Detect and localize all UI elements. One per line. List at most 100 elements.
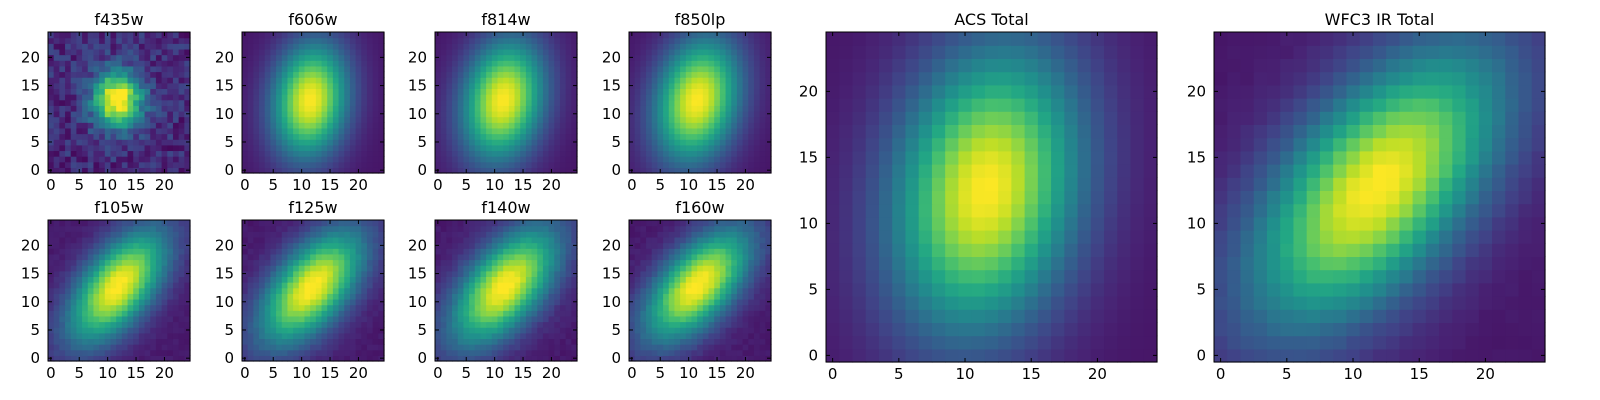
heatmap-cell xyxy=(559,139,567,146)
heatmap-cell xyxy=(332,65,340,73)
y-tick-label: 5 xyxy=(417,133,427,151)
heatmap-cell xyxy=(503,116,510,123)
heatmap-cell xyxy=(65,338,72,345)
heatmap-cell xyxy=(497,82,504,89)
heatmap-cell xyxy=(155,338,163,345)
heatmap-cell xyxy=(719,105,727,112)
heatmap-cell xyxy=(82,327,89,334)
heatmap-cell xyxy=(121,167,129,174)
heatmap-cell xyxy=(520,282,527,289)
heatmap-cell xyxy=(525,88,533,95)
heatmap-cell xyxy=(736,105,744,112)
heatmap-cell xyxy=(474,110,482,118)
heatmap-cell xyxy=(366,161,374,168)
heatmap-cell xyxy=(446,349,453,356)
heatmap-cell xyxy=(372,315,379,323)
heatmap-cell xyxy=(629,276,636,283)
heatmap-cell xyxy=(497,48,504,56)
heatmap-cell xyxy=(161,270,168,277)
heatmap-cell xyxy=(361,304,368,311)
heatmap-cell xyxy=(304,231,311,238)
heatmap-cell xyxy=(304,65,311,73)
heatmap-cell xyxy=(748,167,755,174)
heatmap-cell xyxy=(259,304,266,311)
heatmap-cell xyxy=(674,161,681,168)
heatmap-cell xyxy=(525,225,533,232)
heatmap-cell xyxy=(640,282,647,289)
heatmap-cell xyxy=(474,265,482,272)
heatmap-cell xyxy=(298,48,306,56)
heatmap-cell xyxy=(65,37,72,44)
y-tick-label: 15 xyxy=(408,77,427,95)
heatmap-cell xyxy=(697,60,704,67)
heatmap-cell xyxy=(446,133,453,140)
heatmap-cell xyxy=(48,144,55,152)
heatmap-cell xyxy=(155,315,163,323)
heatmap-cell xyxy=(104,332,112,340)
heatmap-cell xyxy=(332,60,340,67)
heatmap-cell xyxy=(178,327,185,334)
heatmap-cell xyxy=(629,48,636,56)
heatmap-cell xyxy=(93,304,100,311)
heatmap-cell xyxy=(242,225,249,232)
heatmap-cell xyxy=(446,338,453,345)
heatmap-cell xyxy=(657,116,664,123)
heatmap-cell xyxy=(640,150,647,157)
heatmap-cell xyxy=(514,71,521,78)
heatmap-cell xyxy=(474,156,482,163)
heatmap-cell xyxy=(99,349,106,356)
heatmap-cell xyxy=(446,293,453,300)
heatmap-cell xyxy=(525,82,533,89)
heatmap-cell xyxy=(520,122,527,129)
heatmap-cell xyxy=(554,242,561,249)
heatmap-cell xyxy=(310,332,317,340)
heatmap-cell xyxy=(748,65,755,73)
heatmap-cell xyxy=(76,282,83,289)
heatmap-cell xyxy=(491,54,499,61)
heatmap-cell xyxy=(542,161,550,168)
heatmap-cell xyxy=(457,276,464,283)
heatmap-cell xyxy=(287,231,294,238)
heatmap-cell xyxy=(565,248,572,255)
x-tick-label: 15 xyxy=(513,364,532,382)
x-tick-label: 10 xyxy=(292,364,311,382)
heatmap-cell xyxy=(736,321,744,328)
heatmap-cell xyxy=(48,150,55,157)
heatmap-cell xyxy=(76,48,83,56)
heatmap-cell xyxy=(167,139,174,146)
heatmap-cell xyxy=(378,220,385,227)
heatmap-cell xyxy=(87,293,95,300)
heatmap-cell xyxy=(469,32,476,39)
heatmap-cell xyxy=(59,344,66,351)
heatmap-cell xyxy=(332,139,340,146)
heatmap-cell xyxy=(697,94,704,101)
heatmap-cell xyxy=(304,220,311,227)
heatmap-cell xyxy=(349,77,357,84)
heatmap-cell xyxy=(287,287,294,294)
heatmap-cell xyxy=(748,127,755,135)
heatmap-cell xyxy=(372,242,379,249)
heatmap-cell xyxy=(121,242,129,249)
heatmap-cell xyxy=(361,54,368,61)
heatmap-cell xyxy=(554,88,561,95)
heatmap-cell xyxy=(629,71,636,78)
heatmap-cell xyxy=(264,265,271,272)
heatmap-cell xyxy=(503,248,510,255)
heatmap-cell xyxy=(104,99,112,106)
heatmap-cell xyxy=(82,105,89,112)
heatmap-cell xyxy=(680,105,687,112)
heatmap-cell xyxy=(361,327,368,334)
heatmap-cell xyxy=(264,77,271,84)
heatmap-cell xyxy=(759,133,766,140)
heatmap-cell xyxy=(116,156,123,163)
heatmap-cell xyxy=(310,236,317,244)
heatmap-cell xyxy=(742,282,749,289)
heatmap-cell xyxy=(59,65,66,73)
heatmap-cell xyxy=(93,310,100,317)
heatmap-cell xyxy=(70,77,77,84)
heatmap-cell xyxy=(293,231,300,238)
heatmap-cell xyxy=(537,94,544,101)
heatmap-cell xyxy=(435,315,442,323)
heatmap-cell xyxy=(110,161,117,168)
x-tick-label: 5 xyxy=(268,176,278,194)
